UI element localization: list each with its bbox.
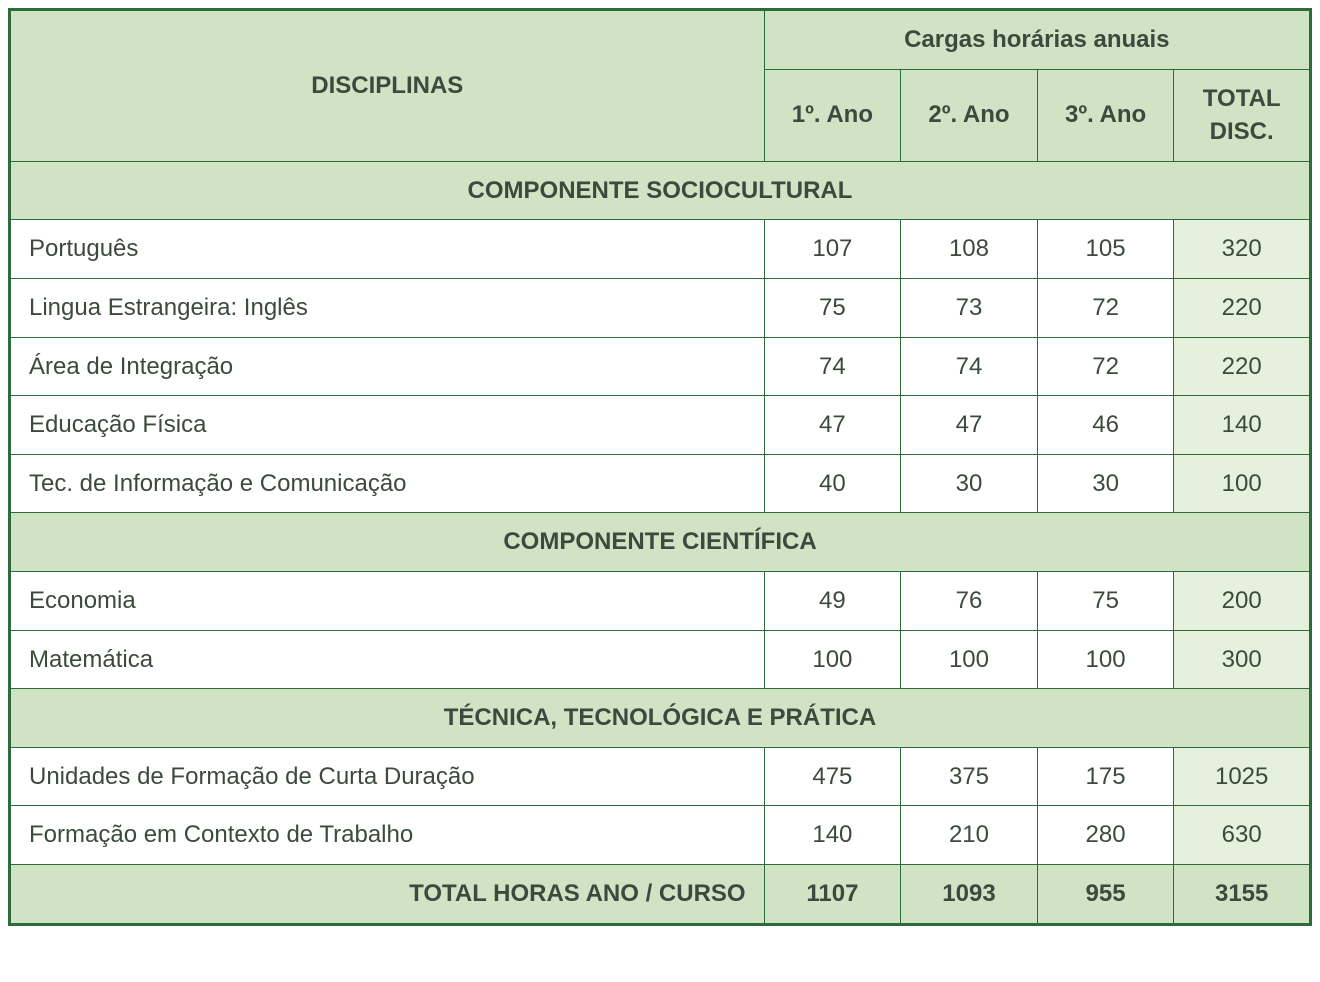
discipline-name: Área de Integração (10, 337, 765, 396)
footer-y1: 1107 (764, 864, 901, 924)
value-y1: 47 (764, 396, 901, 455)
discipline-name: Economia (10, 571, 765, 630)
value-y2: 210 (901, 806, 1038, 865)
value-y2: 375 (901, 747, 1038, 806)
value-y3: 105 (1037, 220, 1174, 279)
value-y1: 140 (764, 806, 901, 865)
value-y1: 40 (764, 454, 901, 513)
value-y2: 76 (901, 571, 1038, 630)
value-total: 630 (1174, 806, 1311, 865)
discipline-name: Matemática (10, 630, 765, 689)
discipline-name: Unidades de Formação de Curta Duração (10, 747, 765, 806)
value-total: 320 (1174, 220, 1311, 279)
value-y3: 280 (1037, 806, 1174, 865)
value-y2: 108 (901, 220, 1038, 279)
footer-label: TOTAL HORAS ANO / CURSO (10, 864, 765, 924)
discipline-name: Formação em Contexto de Trabalho (10, 806, 765, 865)
section-header: COMPONENTE SOCIOCULTURAL (10, 161, 1311, 220)
value-y1: 100 (764, 630, 901, 689)
curriculum-table: DISCIPLINASCargas horárias anuais1º. Ano… (8, 8, 1312, 926)
value-total: 1025 (1174, 747, 1311, 806)
value-y1: 107 (764, 220, 901, 279)
value-y1: 49 (764, 571, 901, 630)
footer-y3: 955 (1037, 864, 1174, 924)
value-y3: 72 (1037, 278, 1174, 337)
header-ano2: 2º. Ano (901, 69, 1038, 161)
value-total: 300 (1174, 630, 1311, 689)
value-y2: 100 (901, 630, 1038, 689)
value-total: 220 (1174, 337, 1311, 396)
value-y1: 75 (764, 278, 901, 337)
header-disciplinas: DISCIPLINAS (10, 10, 765, 162)
value-y3: 72 (1037, 337, 1174, 396)
discipline-name: Educação Física (10, 396, 765, 455)
value-y3: 175 (1037, 747, 1174, 806)
value-y3: 30 (1037, 454, 1174, 513)
header-ano3: 3º. Ano (1037, 69, 1174, 161)
value-total: 140 (1174, 396, 1311, 455)
value-total: 100 (1174, 454, 1311, 513)
header-ano1: 1º. Ano (764, 69, 901, 161)
value-y2: 47 (901, 396, 1038, 455)
header-total-disc: TOTAL DISC. (1174, 69, 1311, 161)
discipline-name: Português (10, 220, 765, 279)
value-y2: 74 (901, 337, 1038, 396)
header-cargas: Cargas horárias anuais (764, 10, 1310, 70)
value-y3: 75 (1037, 571, 1174, 630)
footer-total: 3155 (1174, 864, 1311, 924)
value-y3: 100 (1037, 630, 1174, 689)
value-y2: 73 (901, 278, 1038, 337)
value-y1: 74 (764, 337, 901, 396)
value-y1: 475 (764, 747, 901, 806)
value-y2: 30 (901, 454, 1038, 513)
discipline-name: Tec. de Informação e Comunicação (10, 454, 765, 513)
value-total: 220 (1174, 278, 1311, 337)
value-total: 200 (1174, 571, 1311, 630)
section-header: COMPONENTE CIENTÍFICA (10, 513, 1311, 572)
footer-y2: 1093 (901, 864, 1038, 924)
value-y3: 46 (1037, 396, 1174, 455)
discipline-name: Lingua Estrangeira: Inglês (10, 278, 765, 337)
section-header: TÉCNICA, TECNOLÓGICA E PRÁTICA (10, 689, 1311, 748)
